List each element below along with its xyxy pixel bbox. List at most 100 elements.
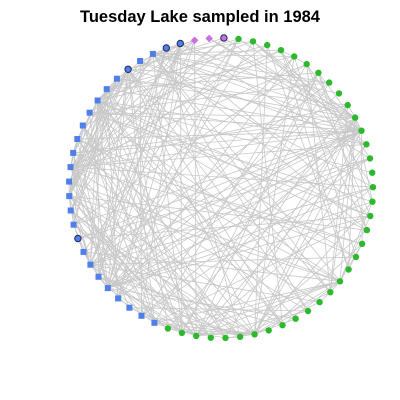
network-edge [239, 291, 331, 338]
network-edge [69, 195, 341, 282]
network-edge [238, 38, 356, 118]
network-edge [68, 78, 118, 182]
network-edge [318, 72, 368, 231]
network-edge [89, 82, 330, 114]
network-edge [106, 88, 283, 326]
node-circle [363, 226, 371, 234]
node-square [74, 136, 81, 142]
network-edge [127, 37, 225, 70]
chart-title: Tuesday Lake sampled in 1984 [80, 8, 320, 26]
node-circle [277, 47, 285, 54]
network-edge [97, 100, 283, 326]
node-square [151, 319, 158, 326]
network-edge [254, 130, 362, 335]
network-edge [195, 186, 374, 337]
network-edge [139, 60, 374, 188]
network-edge [107, 130, 362, 289]
node-square [115, 295, 122, 302]
node-square [138, 312, 145, 319]
network-edge [73, 224, 212, 339]
network-edge [82, 125, 255, 335]
network-edge [98, 43, 181, 277]
network-edge [70, 166, 130, 308]
network-edge [117, 56, 295, 299]
network-edge [181, 280, 341, 334]
network-edge [252, 41, 283, 326]
network-edge [107, 287, 241, 338]
network-edge [127, 69, 155, 323]
network-edge [97, 100, 367, 145]
network-edge [82, 125, 155, 323]
network-edge [73, 117, 356, 154]
network-edge [280, 49, 374, 188]
network-edge [306, 63, 371, 159]
network-edge [70, 166, 309, 312]
node-square [80, 248, 87, 255]
network-edge [90, 186, 374, 266]
node-circle [264, 41, 271, 49]
network-edge [154, 215, 371, 324]
network-edge [68, 181, 91, 265]
network-edge [254, 56, 295, 335]
network-edge [73, 224, 197, 337]
network-edge [72, 152, 320, 303]
network-edge [98, 276, 283, 326]
network-edge [181, 72, 319, 334]
node-ring [74, 234, 82, 243]
network-edge [107, 93, 340, 289]
network-edge [127, 68, 362, 132]
network-edge [77, 215, 371, 239]
network-edge [107, 287, 296, 320]
network-edge [139, 60, 142, 316]
network-edge [70, 210, 142, 317]
network-edge [179, 43, 183, 333]
network-edge [76, 138, 212, 338]
network-edge [98, 276, 197, 337]
network-edge [107, 201, 373, 289]
network-edge [254, 280, 341, 335]
node-circle [316, 298, 323, 306]
node-circle [292, 315, 299, 322]
network-edge [266, 44, 349, 270]
node-circle [327, 289, 334, 296]
network-edge [127, 69, 255, 335]
node-circle [236, 333, 244, 340]
network-edge [254, 318, 296, 335]
network-edge [106, 44, 268, 90]
node-circle [207, 334, 214, 341]
network-edge [127, 69, 331, 293]
network-edge [70, 130, 362, 168]
network-edge [73, 224, 255, 335]
network-edge [239, 229, 368, 338]
network-edge [90, 264, 255, 335]
node-circle [222, 334, 229, 342]
node-square [66, 178, 73, 185]
network-edge [107, 69, 129, 289]
network-edge [97, 41, 254, 101]
network-edge [73, 130, 362, 226]
network-edge [254, 45, 268, 335]
network-edge [107, 215, 371, 289]
network-edge [152, 53, 368, 231]
network-edge [68, 195, 183, 334]
node-circle [178, 329, 186, 337]
network-edge [82, 125, 226, 339]
network-edge [77, 138, 341, 282]
network-edge [152, 53, 331, 293]
network-edge [70, 143, 367, 168]
node-square [137, 58, 144, 64]
network-edge [107, 41, 254, 289]
node-circle [369, 198, 376, 205]
network-edge [152, 53, 341, 282]
node-circle [366, 155, 374, 162]
node-diamond [205, 34, 213, 43]
network-edge [195, 72, 319, 337]
node-square [70, 221, 77, 228]
network-edge [106, 88, 197, 337]
node-circle [358, 240, 366, 247]
network-edge [90, 264, 169, 329]
network-edge [90, 264, 320, 303]
network-edge [127, 69, 309, 312]
